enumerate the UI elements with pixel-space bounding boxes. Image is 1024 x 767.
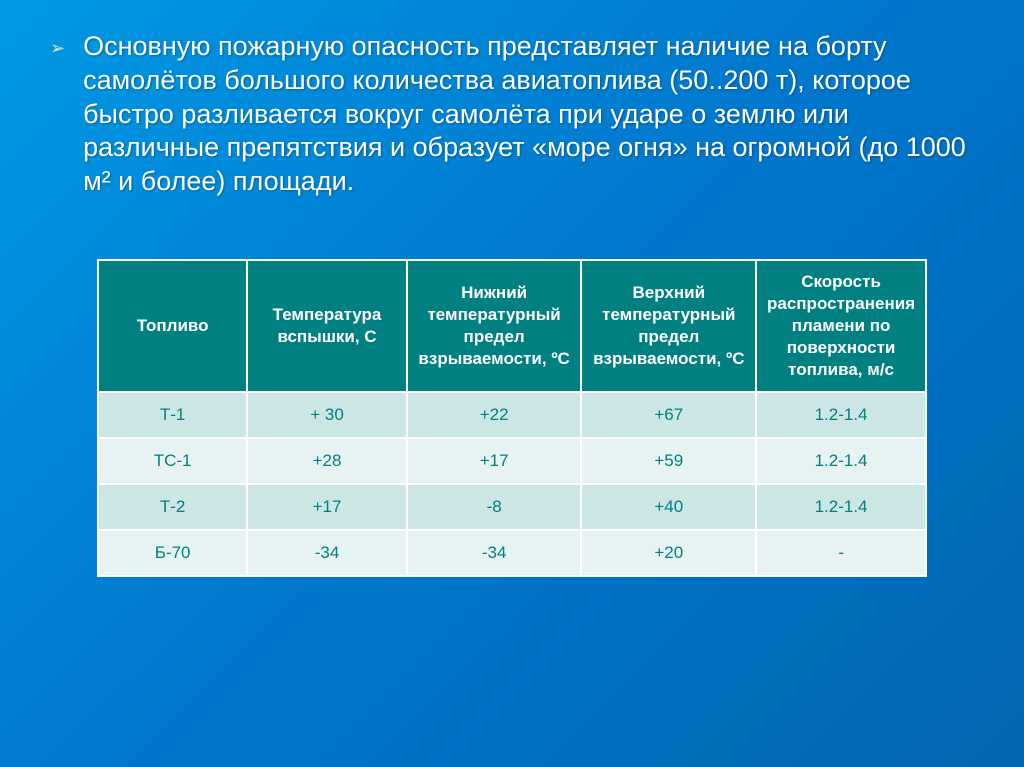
table-row: Б-70 -34 -34 +20 - xyxy=(98,530,926,576)
cell: -8 xyxy=(407,484,582,530)
cell: ТС-1 xyxy=(98,438,247,484)
cell: +22 xyxy=(407,392,582,438)
cell: +17 xyxy=(407,438,582,484)
cell: Т-2 xyxy=(98,484,247,530)
bullet-text: Основную пожарную опасность представляет… xyxy=(83,30,974,199)
cell: 1.2-1.4 xyxy=(756,484,926,530)
table-row: Т-1 + 30 +22 +67 1.2-1.4 xyxy=(98,392,926,438)
cell: +59 xyxy=(581,438,756,484)
table-row: ТС-1 +28 +17 +59 1.2-1.4 xyxy=(98,438,926,484)
fuel-table: Топливо Температура вспышки, С Нижний те… xyxy=(97,259,927,577)
cell: +20 xyxy=(581,530,756,576)
col-header-lower: Нижний температурный предел взрываемости… xyxy=(407,260,582,392)
table-header-row: Топливо Температура вспышки, С Нижний те… xyxy=(98,260,926,392)
col-header-flash: Температура вспышки, С xyxy=(247,260,407,392)
cell: -34 xyxy=(247,530,407,576)
cell: Б-70 xyxy=(98,530,247,576)
cell: Т-1 xyxy=(98,392,247,438)
cell: -34 xyxy=(407,530,582,576)
cell: - xyxy=(756,530,926,576)
col-header-speed: Скорость распространения пламени по пове… xyxy=(756,260,926,392)
col-header-fuel: Топливо xyxy=(98,260,247,392)
col-header-upper: Верхний температурный предел взрываемост… xyxy=(581,260,756,392)
cell: +67 xyxy=(581,392,756,438)
cell: +40 xyxy=(581,484,756,530)
table-row: Т-2 +17 -8 +40 1.2-1.4 xyxy=(98,484,926,530)
cell: 1.2-1.4 xyxy=(756,438,926,484)
bullet-block: ➢ Основную пожарную опасность представля… xyxy=(50,30,974,199)
cell: + 30 xyxy=(247,392,407,438)
chevron-right-icon: ➢ xyxy=(50,38,65,59)
cell: +17 xyxy=(247,484,407,530)
cell: 1.2-1.4 xyxy=(756,392,926,438)
cell: +28 xyxy=(247,438,407,484)
